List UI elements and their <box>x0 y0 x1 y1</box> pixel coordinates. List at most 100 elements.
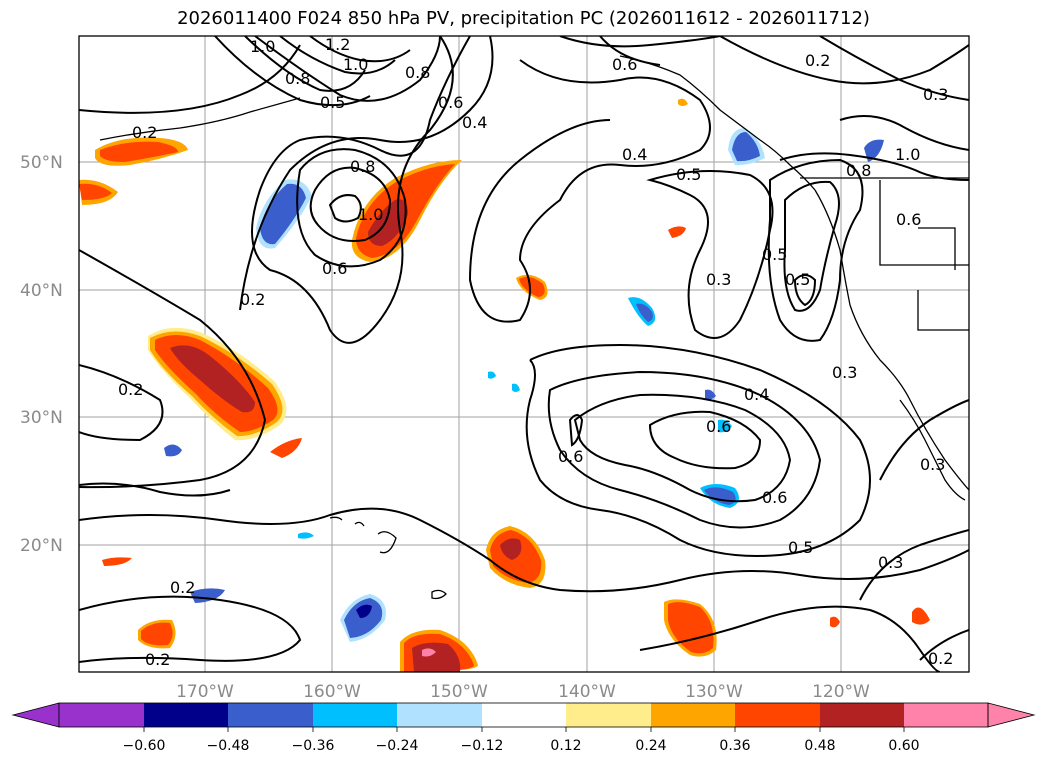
precip-positive-area <box>79 183 112 200</box>
contour-label: 0.6 <box>558 447 583 466</box>
contour-label: 1.0 <box>250 37 275 56</box>
contour-label: 0.4 <box>462 113 487 132</box>
precip-negative-area <box>864 139 884 162</box>
colorbar-tick-label: 0.60 <box>888 738 919 754</box>
pv-contour <box>547 370 822 529</box>
precipitation-shading <box>79 98 930 672</box>
contour-label: 0.6 <box>706 417 731 436</box>
island-outline <box>431 589 447 600</box>
precip-positive-area <box>668 602 714 654</box>
contour-label: 0.2 <box>805 51 830 70</box>
lon-label-120w: 120°W <box>812 682 870 702</box>
precip-positive-area <box>830 616 840 628</box>
contour-label: 0.2 <box>240 290 265 309</box>
pv-contour <box>573 393 792 503</box>
contour-label: 1.0 <box>895 145 920 164</box>
contour-label: 0.8 <box>405 63 430 82</box>
colorbar-tick-label: −0.12 <box>461 738 504 754</box>
precip-positive-area <box>668 226 686 238</box>
contour-label: 0.5 <box>676 165 701 184</box>
pv-contour <box>79 595 302 663</box>
contour-label: 0.4 <box>744 385 769 404</box>
pv-contour <box>244 36 366 92</box>
precip-positive-area <box>270 438 302 458</box>
contour-label: 0.2 <box>145 650 170 669</box>
contour-labels: 0.2 0.2 0.2 1.0 1.2 1.0 0.8 0.5 0.8 0.6 … <box>118 36 953 669</box>
lat-label-20n: 20°N <box>20 536 63 556</box>
precip-negative-area <box>344 598 383 638</box>
pv-contour <box>468 59 711 323</box>
pv-contour <box>79 482 231 497</box>
pv-contour <box>279 36 396 75</box>
precip-negative-area <box>488 371 496 379</box>
contour-label: 0.5 <box>320 93 345 112</box>
precip-negative-area <box>190 588 225 603</box>
precip-negative-area <box>260 183 306 245</box>
colorbar-segment <box>566 703 651 727</box>
pv-contour <box>525 343 871 557</box>
precip-negative-area <box>512 383 520 392</box>
contour-label: 0.5 <box>762 245 787 264</box>
contour-label: 0.6 <box>612 55 637 74</box>
contour-label: 0.6 <box>438 93 463 112</box>
colorbar-tick-label: −0.24 <box>376 738 419 754</box>
border-line <box>879 180 969 266</box>
border-line <box>917 290 969 331</box>
pv-contour <box>767 158 864 342</box>
map-frame <box>78 35 970 673</box>
colorbar-segment <box>904 703 988 727</box>
colorbar-extend-min <box>11 702 60 728</box>
colorbar-segment <box>651 703 735 727</box>
pv-contours <box>79 36 969 672</box>
colorbar-tick-label: 0.12 <box>550 738 581 754</box>
contour-label: 0.3 <box>878 553 903 572</box>
colorbar-segment <box>482 703 566 727</box>
contour-label: 0.4 <box>622 145 647 164</box>
pv-contour <box>328 194 362 223</box>
colorbar-segment <box>735 703 820 727</box>
contour-label: 0.6 <box>896 210 921 229</box>
contour-label: 0.3 <box>706 270 731 289</box>
precip-positive-area <box>102 557 132 566</box>
contour-label: 1.0 <box>358 205 383 224</box>
pv-contour <box>648 410 762 470</box>
chart-title: 2026011400 F024 850 hPa PV, precipitatio… <box>177 8 870 29</box>
contour-label: 0.6 <box>762 488 787 507</box>
lat-label-40n: 40°N <box>20 281 63 301</box>
colorbar-segment <box>228 703 313 727</box>
pv-contour <box>254 36 441 102</box>
lon-label-140w: 140°W <box>558 682 616 702</box>
pv-contour <box>239 36 494 311</box>
contour-label: 0.6 <box>322 259 347 278</box>
pv-contour <box>309 36 411 63</box>
contour-label: 0.2 <box>118 380 143 399</box>
pv-contour <box>646 170 774 339</box>
precip-negative-area <box>732 132 760 162</box>
colorbar-tick-label: −0.48 <box>207 738 250 754</box>
contour-label: 0.2 <box>170 578 195 597</box>
pv-contour <box>296 148 407 268</box>
precip-positive-area <box>170 345 255 413</box>
baja-coast <box>899 399 966 501</box>
pv-contour <box>879 399 969 481</box>
precip-negative-area <box>718 419 732 433</box>
coastlines <box>99 55 969 600</box>
contour-label: 0.5 <box>788 538 813 557</box>
colorbar: −0.60 −0.48 −0.36 −0.24 −0.12 0.12 0.24 … <box>11 702 1036 754</box>
pv-contour <box>79 364 164 442</box>
colorbar-segment <box>397 703 482 727</box>
contour-label: 0.8 <box>285 69 310 88</box>
contour-label: 0.8 <box>846 161 871 180</box>
precip-negative-area <box>636 303 653 322</box>
colorbar-extend-max <box>987 702 1036 728</box>
precip-negative-area <box>356 604 372 618</box>
colorbar-segment <box>313 703 397 727</box>
pv-contour <box>79 507 969 593</box>
pv-contour <box>719 36 969 85</box>
latitude-labels: 50°N 40°N 30°N 20°N <box>20 153 63 556</box>
precip-positive-area <box>500 538 522 560</box>
pv-contour <box>859 529 969 601</box>
pv-contour <box>309 166 392 242</box>
contour-label: 0.5 <box>785 270 810 289</box>
